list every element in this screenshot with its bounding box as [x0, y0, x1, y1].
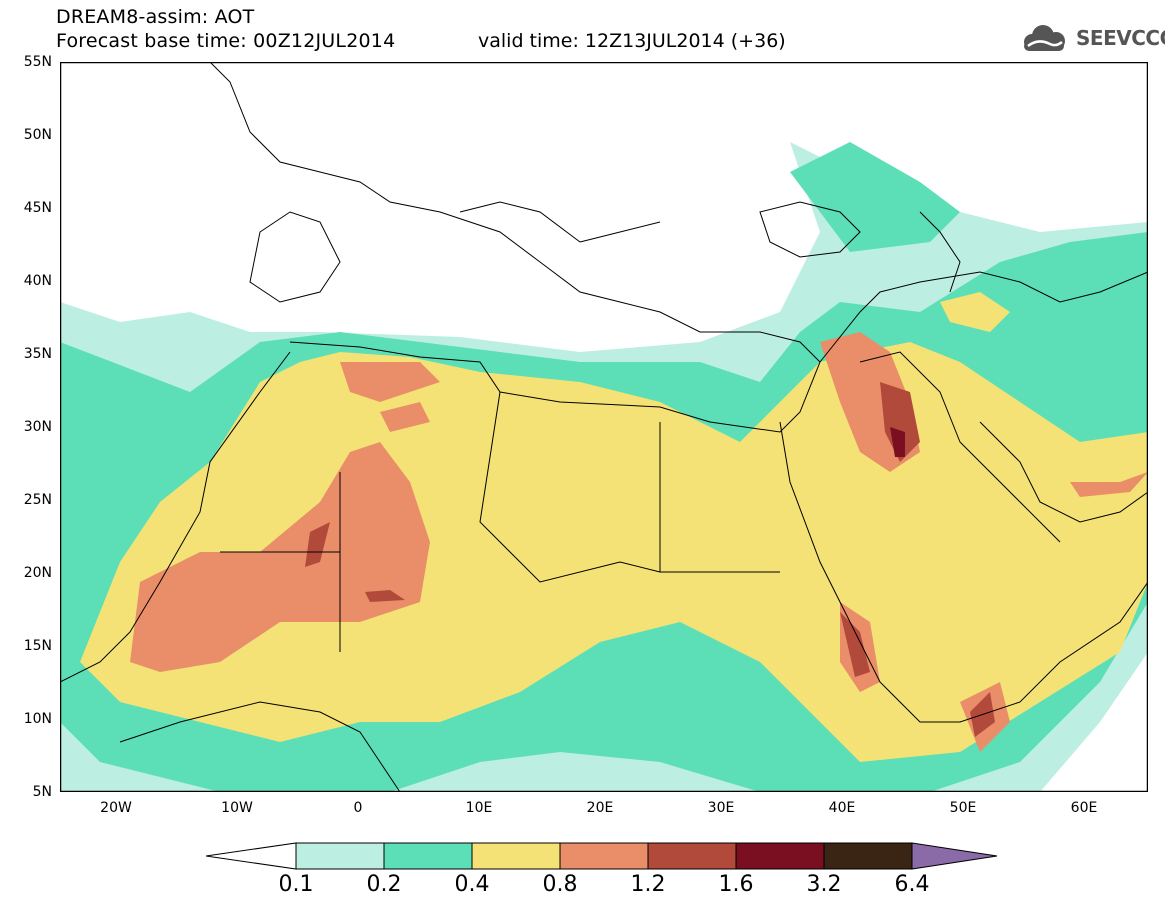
colorbar-label: 0.4 — [454, 872, 490, 897]
lat-label: 5N — [32, 784, 52, 800]
colorbar-swatch — [823, 842, 913, 870]
lat-label: 30N — [23, 419, 52, 435]
lon-label: 20E — [586, 800, 614, 816]
lat-label: 35N — [23, 346, 52, 362]
aot-field-1.6 — [890, 427, 905, 457]
forecast-base-time: Forecast base time: 00Z12JUL2014 — [56, 30, 396, 52]
colorbar-label: 0.1 — [278, 872, 314, 897]
colorbar-arrow-low — [206, 842, 297, 870]
lat-label: 25N — [23, 492, 52, 508]
colorbar-label: 1.6 — [718, 872, 754, 897]
aot-map — [60, 62, 1148, 792]
coastlines — [60, 62, 1148, 792]
lon-label: 10E — [465, 800, 493, 816]
lon-label: 0 — [353, 800, 363, 816]
colorbar-swatch — [295, 842, 385, 870]
colorbar-swatch — [559, 842, 649, 870]
colorbar-swatch — [735, 842, 825, 870]
colorbar-swatch — [383, 842, 473, 870]
colorbar-label: 0.8 — [542, 872, 578, 897]
colorbar — [206, 842, 998, 870]
lon-label: 20W — [100, 800, 132, 816]
lat-label: 55N — [23, 54, 52, 70]
colorbar-label: 3.2 — [806, 872, 842, 897]
lon-label: 50E — [949, 800, 977, 816]
colorbar-label: 6.4 — [894, 872, 930, 897]
colorbar-swatch — [471, 842, 561, 870]
colorbar-arrow-high — [911, 842, 998, 870]
lat-label: 20N — [23, 565, 52, 581]
cloud-logo-icon — [1024, 25, 1065, 51]
lon-label: 30E — [707, 800, 735, 816]
valid-time: valid time: 12Z13JUL2014 (+36) — [478, 30, 786, 52]
lat-label: 50N — [23, 127, 52, 143]
lon-label: 10W — [221, 800, 253, 816]
logo-text: SEEVCCC — [1076, 26, 1165, 50]
lat-label: 40N — [23, 273, 52, 289]
colorbar-swatch — [647, 842, 737, 870]
colorbar-label: 1.2 — [630, 872, 666, 897]
lat-label: 10N — [23, 711, 52, 727]
map-title: DREAM8-assim: AOT — [56, 6, 255, 28]
lon-label: 40E — [828, 800, 856, 816]
lat-label: 45N — [23, 200, 52, 216]
lon-label: 60E — [1070, 800, 1098, 816]
colorbar-label: 0.2 — [366, 872, 402, 897]
lat-label: 15N — [23, 638, 52, 654]
